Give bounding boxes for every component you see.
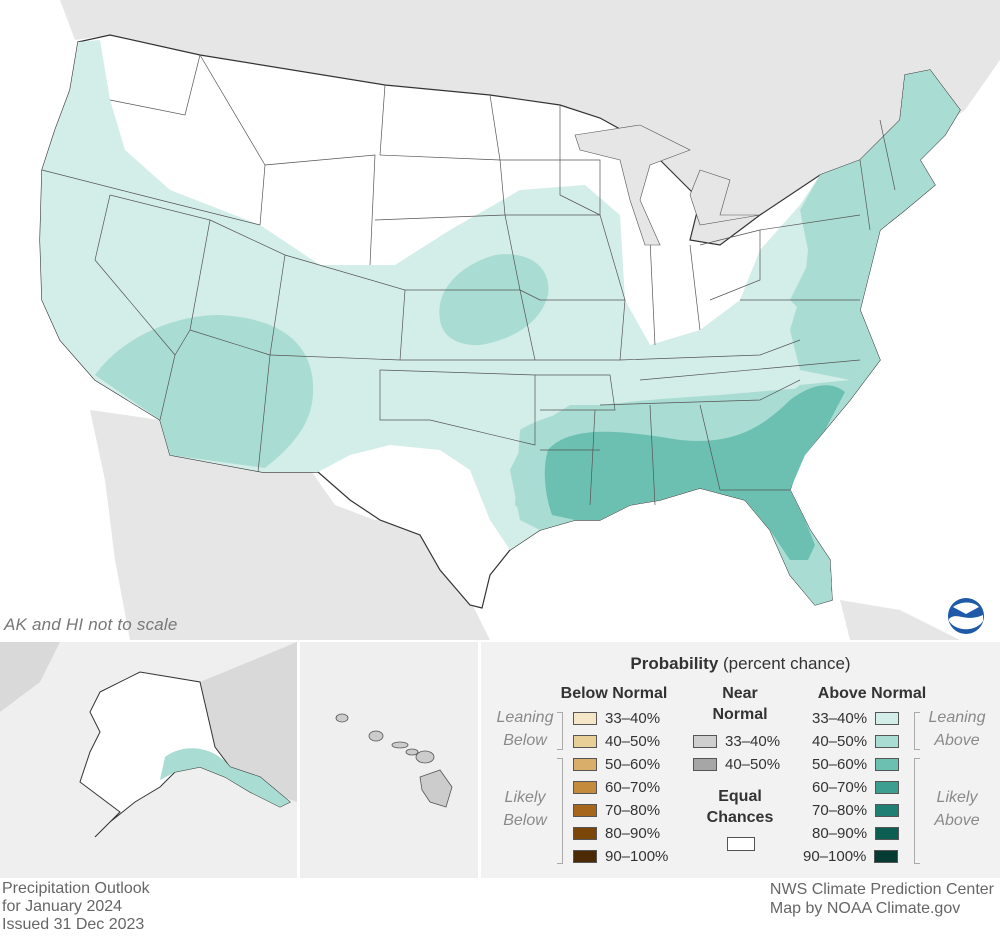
below-90-100-item: 90–100% — [573, 846, 668, 866]
above-normal-heading: Above Normal — [817, 685, 927, 702]
above-33-40-item: 33–40% — [812, 708, 900, 728]
above-33-40-swatch — [875, 711, 900, 725]
above-40-50-item: 40–50% — [812, 731, 900, 751]
near-33-40-item: 33–40% — [693, 731, 780, 751]
likely-above-label: Likely Above — [934, 789, 980, 829]
above-33-40-label: 33–40% — [812, 709, 868, 727]
canada-land — [60, 0, 1000, 245]
footer-right: NWS Climate Prediction Center Map by NOA… — [770, 880, 994, 918]
region-leaning-above-40-50-northeast — [790, 70, 960, 380]
hawaii-islands — [335, 713, 453, 808]
legend-title-bold: Probability — [630, 654, 719, 673]
below-50-60-item: 50–60% — [573, 754, 660, 774]
below-40-50-swatch — [573, 734, 597, 748]
likely-below-label: Likely Below — [503, 789, 547, 829]
likely-below-bracket — [557, 758, 563, 864]
below-60-70-label: 60–70% — [605, 778, 661, 796]
above-40-50-swatch — [875, 734, 900, 748]
legend-title: Probability (percent chance) — [481, 654, 1000, 674]
below-40-50-item: 40–50% — [573, 731, 660, 751]
leaning-above-bracket — [914, 712, 920, 750]
equal-chances-heading: Equal Chances — [706, 788, 774, 826]
leaning-above-label: Leaning Above — [928, 709, 986, 749]
below-70-80-swatch — [573, 803, 597, 817]
near-40-50-label: 40–50% — [725, 755, 781, 773]
great-lakes — [574, 124, 761, 246]
conus-map-svg — [39, 0, 1000, 640]
noaa-logo-icon — [948, 598, 984, 634]
scale-note: AK and HI not to scale — [4, 615, 178, 634]
leaning-below-bracket — [557, 712, 563, 750]
region-leaning-above-40-50-kansas — [439, 254, 549, 346]
cuba-land — [840, 600, 960, 640]
above-60-70-label: 60–70% — [812, 778, 868, 796]
below-33-40-label: 33–40% — [605, 709, 661, 727]
above-90-100-swatch — [874, 849, 899, 863]
near-33-40-swatch — [693, 734, 717, 748]
equal-chances-item — [727, 834, 755, 854]
above-80-90-swatch — [875, 826, 900, 840]
russia-land — [0, 642, 60, 712]
footer-left: Precipitation Outlook for January 2024 I… — [2, 880, 150, 934]
legend-title-rest: (percent chance) — [718, 654, 851, 673]
alaska-inset — [0, 642, 297, 878]
near-normal-heading: Near Normal — [712, 685, 768, 723]
below-90-100-swatch — [573, 849, 597, 863]
region-leaning-above-40-50-southwest — [95, 315, 314, 468]
below-normal-heading: Below Normal — [560, 685, 668, 702]
below-50-60-label: 50–60% — [605, 755, 661, 773]
below-70-80-item: 70–80% — [573, 800, 660, 820]
above-90-100-label: 90–100% — [803, 847, 867, 865]
mexico-land — [90, 410, 490, 640]
alaska-inset-svg — [0, 642, 297, 838]
below-60-70-item: 60–70% — [573, 777, 660, 797]
above-50-60-swatch — [875, 757, 900, 771]
near-33-40-label: 33–40% — [725, 732, 781, 750]
equal-chances-swatch — [727, 837, 755, 851]
near-40-50-swatch — [693, 757, 717, 771]
above-70-80-label: 70–80% — [812, 801, 868, 819]
footer-title: Precipitation Outlook — [2, 880, 150, 897]
below-90-100-label: 90–100% — [605, 847, 669, 865]
footer-issued: Issued 31 Dec 2023 — [2, 916, 145, 933]
above-70-80-swatch — [875, 803, 900, 817]
footer-credit: Map by NOAA Climate.gov — [769, 900, 961, 917]
below-80-90-item: 80–90% — [573, 823, 660, 843]
above-80-90-label: 80–90% — [812, 824, 868, 842]
below-70-80-label: 70–80% — [605, 801, 661, 819]
hawaii-inset-svg — [335, 713, 453, 808]
below-40-50-label: 40–50% — [605, 732, 661, 750]
above-50-60-item: 50–60% — [812, 754, 900, 774]
near-40-50-item: 40–50% — [693, 754, 780, 774]
leaning-below-label: Leaning Below — [496, 709, 554, 749]
above-60-70-item: 60–70% — [812, 777, 900, 797]
below-80-90-swatch — [573, 826, 597, 840]
footer-source: NWS Climate Prediction Center — [769, 881, 994, 898]
alaska-leaning-above — [160, 748, 290, 807]
above-80-90-item: 80–90% — [812, 823, 900, 843]
above-40-50-label: 40–50% — [812, 732, 868, 750]
above-90-100-item: 90–100% — [803, 846, 899, 866]
below-80-90-label: 80–90% — [605, 824, 661, 842]
likely-above-bracket — [914, 758, 920, 864]
legend: Probability (percent chance) Below Norma… — [481, 642, 1000, 878]
conus-map: AK and HI not to scale — [4, 0, 1000, 640]
state-borders — [41, 54, 896, 506]
below-33-40-swatch — [573, 711, 597, 725]
footer-period: for January 2024 — [2, 898, 123, 915]
region-likely-above-50-60 — [544, 385, 845, 560]
above-60-70-swatch — [875, 780, 900, 794]
below-50-60-swatch — [573, 757, 597, 771]
hawaii-inset — [300, 642, 478, 878]
below-33-40-item: 33–40% — [573, 708, 660, 728]
below-60-70-swatch — [573, 780, 597, 794]
above-70-80-item: 70–80% — [812, 800, 900, 820]
above-50-60-label: 50–60% — [812, 755, 868, 773]
